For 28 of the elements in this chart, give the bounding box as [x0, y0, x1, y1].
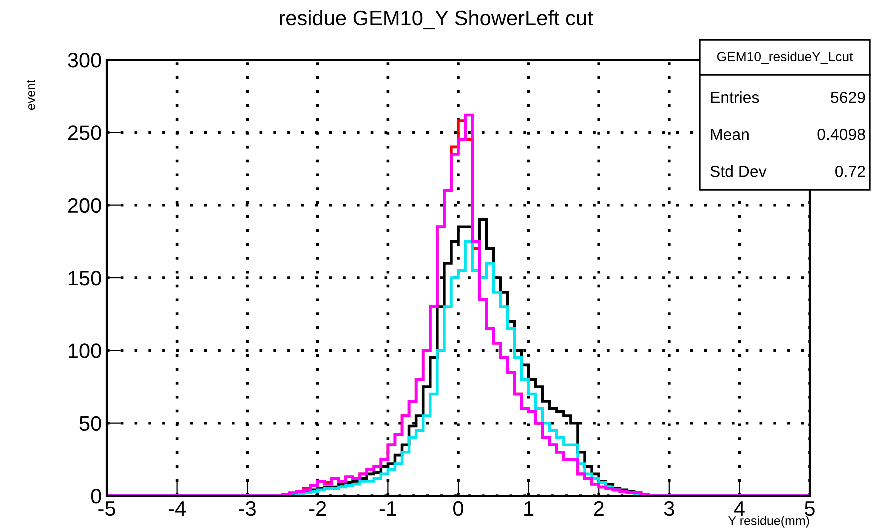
x-tick-label: -5: [98, 502, 116, 516]
text: 5629: [831, 92, 866, 104]
x-tick-label: 1: [524, 502, 534, 516]
chart-title: residue GEM10_Y ShowerLeft cut: [280, 10, 594, 30]
y-tick-label: 100: [68, 344, 102, 358]
y-tick-label: 300: [68, 53, 102, 68]
text: 0.72: [836, 166, 866, 178]
y-tick-label: 150: [68, 271, 102, 286]
x-tick-label: -1: [380, 502, 396, 516]
annotation: Mean: [711, 129, 749, 140]
y-axis-title: event: [27, 80, 36, 110]
text: 0.4098: [818, 128, 866, 140]
annotation: Std Dev: [710, 166, 767, 178]
x-tick-label: 3: [664, 501, 674, 516]
x-tick-label: -3: [239, 501, 256, 516]
x-tick-label: -4: [168, 502, 186, 516]
y-tick-label: 250: [68, 126, 102, 140]
x-tick-label: 0: [454, 501, 464, 516]
x-axis-title: Y residue(mm): [728, 516, 810, 528]
annotation: GEM10_residueY_Lcut: [717, 52, 854, 64]
x-tick-label: 5: [805, 502, 815, 516]
x-tick-label: -2: [310, 501, 326, 516]
x-tick-label: 2: [594, 501, 604, 516]
x-tick-label: 4: [734, 502, 745, 516]
y-tick-label: 200: [68, 198, 102, 214]
y-tick-label: 0: [91, 489, 102, 504]
annotation: Entries: [711, 92, 760, 104]
y-tick-label: 50: [80, 416, 102, 432]
